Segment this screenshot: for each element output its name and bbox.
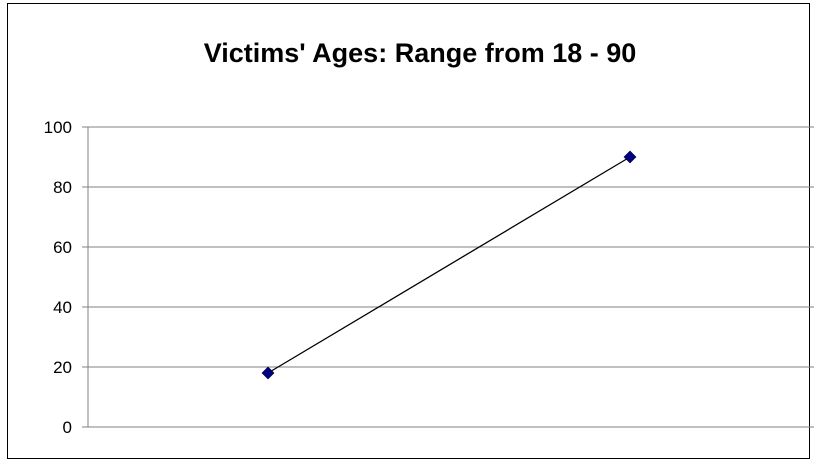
series-line — [267, 156, 631, 374]
y-tick-label: 80 — [53, 178, 72, 197]
gridlines — [88, 126, 814, 368]
data-point-2 — [623, 150, 637, 164]
chart-title: Victims' Ages: Range from 18 - 90 — [204, 38, 637, 68]
y-tick-label: 60 — [53, 238, 72, 257]
data-point-1 — [261, 366, 275, 380]
y-tick-label: 0 — [63, 418, 72, 437]
series — [261, 150, 637, 380]
chart-frame — [7, 3, 810, 459]
axes — [82, 126, 814, 428]
y-tick-labels: 0 20 40 60 80 100 — [44, 118, 72, 437]
y-tick-label: 100 — [44, 118, 72, 137]
y-tick-label: 20 — [53, 358, 72, 377]
y-tick-label: 40 — [53, 298, 72, 317]
